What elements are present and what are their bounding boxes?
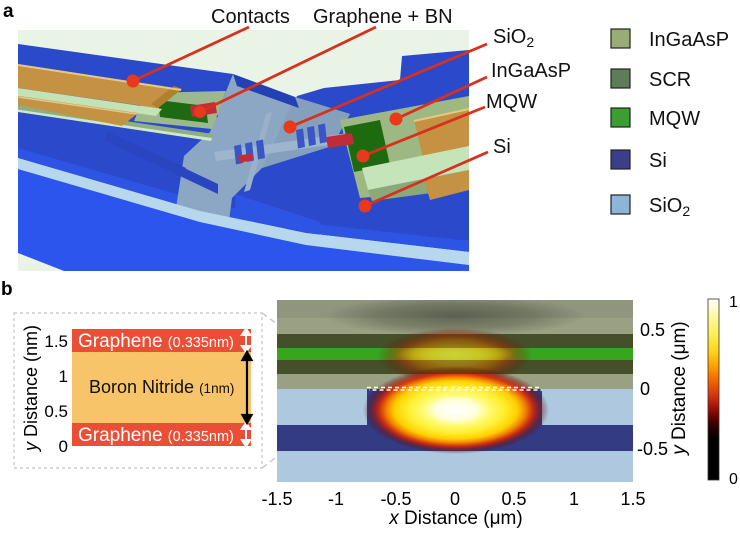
svg-text:1: 1 — [729, 294, 738, 311]
svg-text:Si: Si — [493, 136, 511, 158]
svg-text:Graphene + BN: Graphene + BN — [313, 6, 453, 28]
svg-text:Boron Nitride (1nm): Boron Nitride (1nm) — [89, 377, 234, 397]
svg-text:0: 0 — [729, 471, 738, 488]
svg-text:1.5: 1.5 — [44, 332, 68, 351]
svg-text:InGaAsP: InGaAsP — [649, 29, 729, 51]
svg-text:y Distance (nm): y Distance (nm) — [21, 325, 41, 453]
svg-text:SiO2: SiO2 — [493, 26, 534, 50]
svg-text:-0.5: -0.5 — [637, 439, 668, 459]
svg-text:1: 1 — [59, 367, 68, 386]
svg-text:Graphene (0.335nm): Graphene (0.335nm) — [78, 331, 234, 352]
svg-text:0.5: 0.5 — [640, 320, 665, 340]
svg-text:-1: -1 — [328, 489, 344, 509]
svg-text:Graphene (0.335nm): Graphene (0.335nm) — [78, 425, 234, 446]
svg-text:SiO2: SiO2 — [649, 195, 690, 219]
svg-text:-1.5: -1.5 — [261, 489, 292, 509]
svg-text:1: 1 — [569, 489, 579, 509]
svg-text:SCR: SCR — [649, 69, 691, 91]
svg-text:-0.5: -0.5 — [380, 489, 411, 509]
svg-text:b: b — [1, 279, 13, 300]
svg-text:0: 0 — [640, 379, 650, 399]
svg-text:y Distance (μm): y Distance (μm) — [669, 321, 690, 456]
svg-text:0.5: 0.5 — [501, 489, 526, 509]
svg-text:0: 0 — [450, 489, 460, 509]
svg-text:Si: Si — [649, 150, 667, 172]
svg-text:0.5: 0.5 — [44, 402, 68, 421]
svg-text:a: a — [3, 1, 14, 22]
svg-text:MQW: MQW — [486, 91, 537, 113]
svg-text:MQW: MQW — [649, 108, 700, 130]
svg-text:1.5: 1.5 — [620, 489, 645, 509]
svg-text:InGaAsP: InGaAsP — [491, 60, 571, 82]
svg-text:Contacts: Contacts — [211, 6, 290, 28]
svg-text:x Distance (μm): x Distance (μm) — [388, 508, 522, 529]
svg-text:0: 0 — [59, 437, 68, 456]
